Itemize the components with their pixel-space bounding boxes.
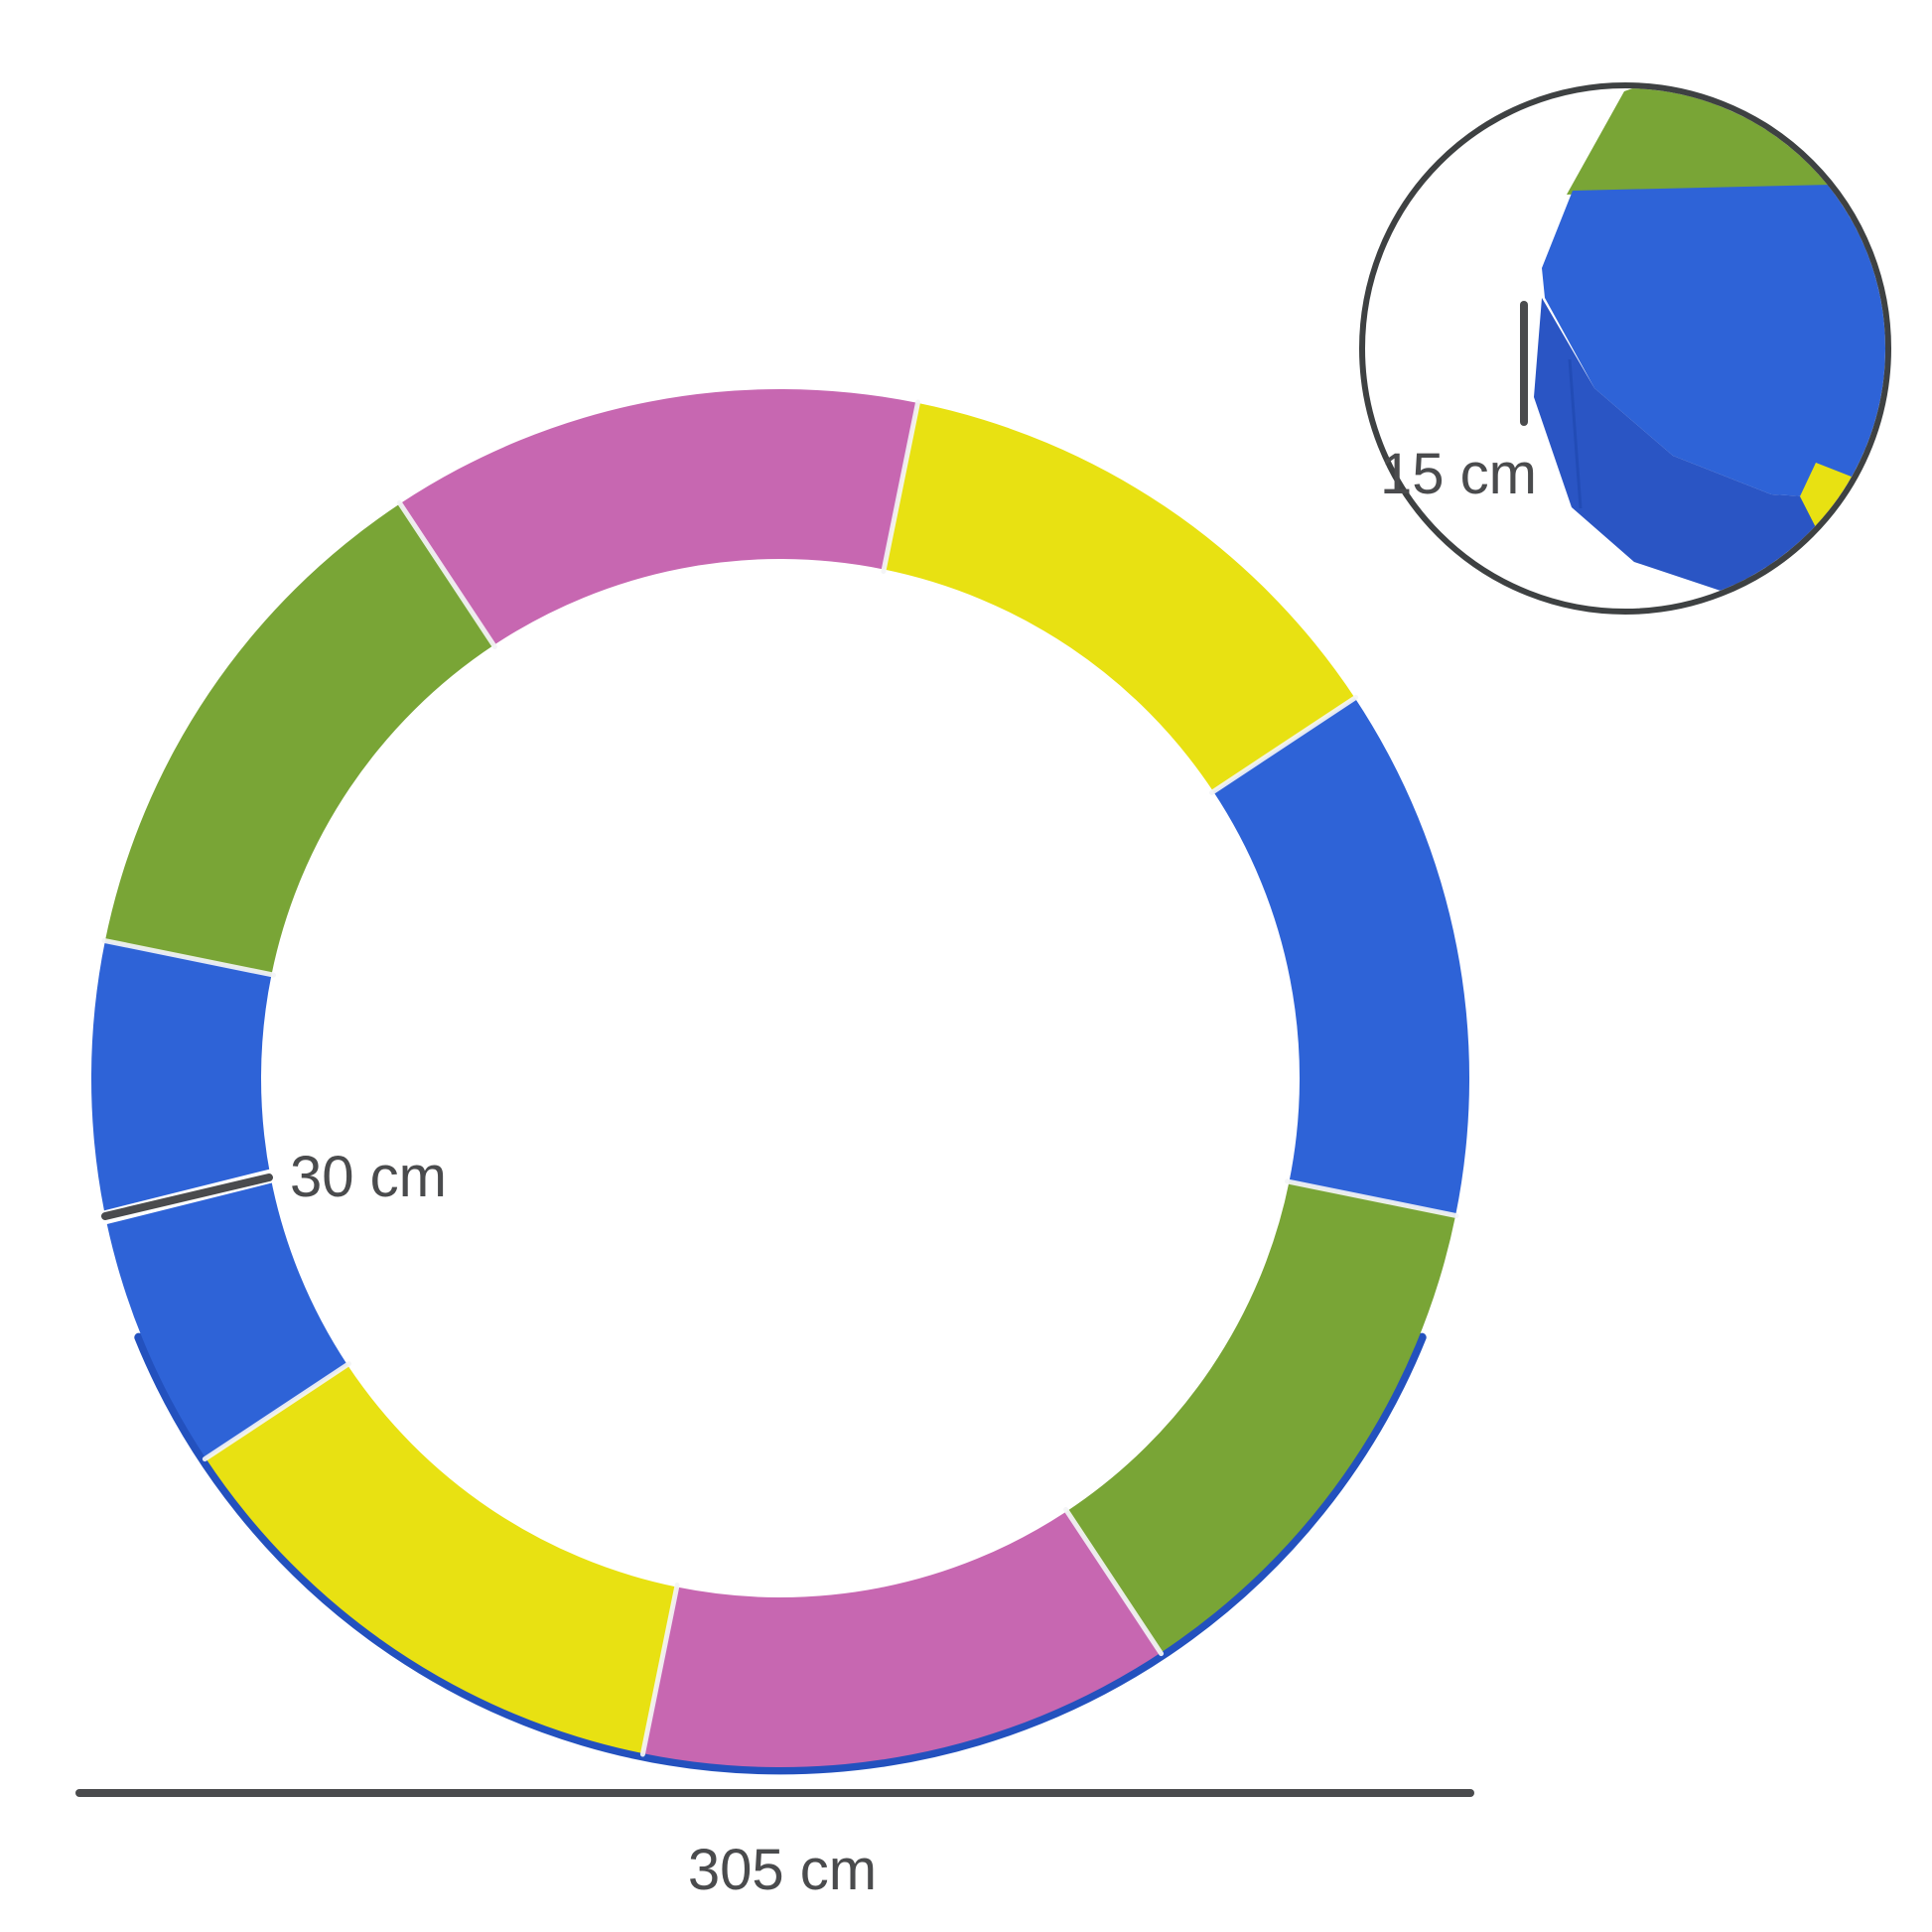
segment-seam [101,937,276,978]
pad-thickness-label: 15 cm [1380,442,1537,506]
inset-pad-closeup [1534,88,1885,600]
segment-seam [1285,1178,1459,1219]
inset-green-segment [1567,88,1847,195]
pad-diameter-label: 305 cm [688,1838,877,1902]
pad-segment-green-7 [104,503,494,975]
pad-segment-blue-2 [1213,698,1470,1216]
thickness-inset [1359,82,1891,615]
pad-ring [90,388,1470,1775]
pad-width-annotation [95,1169,280,1225]
segment-seam [202,1361,351,1462]
inset-pad-crease [1568,358,1583,509]
segment-seam [1063,1507,1165,1657]
segment-seam [1209,694,1359,795]
width-dimension-line [101,1173,273,1220]
pad-segment-green-3 [1066,1181,1456,1653]
inset-circle-outline [1359,82,1891,615]
segment-seam [396,499,497,649]
segment-seam [881,399,921,574]
pad-segment-yellow-5 [206,1364,677,1754]
pad-segment-yellow-1 [884,402,1355,792]
pad-underside-edge [134,1332,1427,1775]
pad-width-label: 30 cm [290,1145,447,1209]
segment-seam [639,1583,680,1757]
inset-blue-pad-top [1542,185,1885,497]
pad-segment-pink-0 [400,388,918,645]
pad-segment-pink-4 [642,1511,1161,1768]
pad-segment-blue-6 [90,940,347,1458]
inset-blue-pad-front [1534,298,1840,600]
inset-yellow-segment-tip [1800,463,1885,554]
